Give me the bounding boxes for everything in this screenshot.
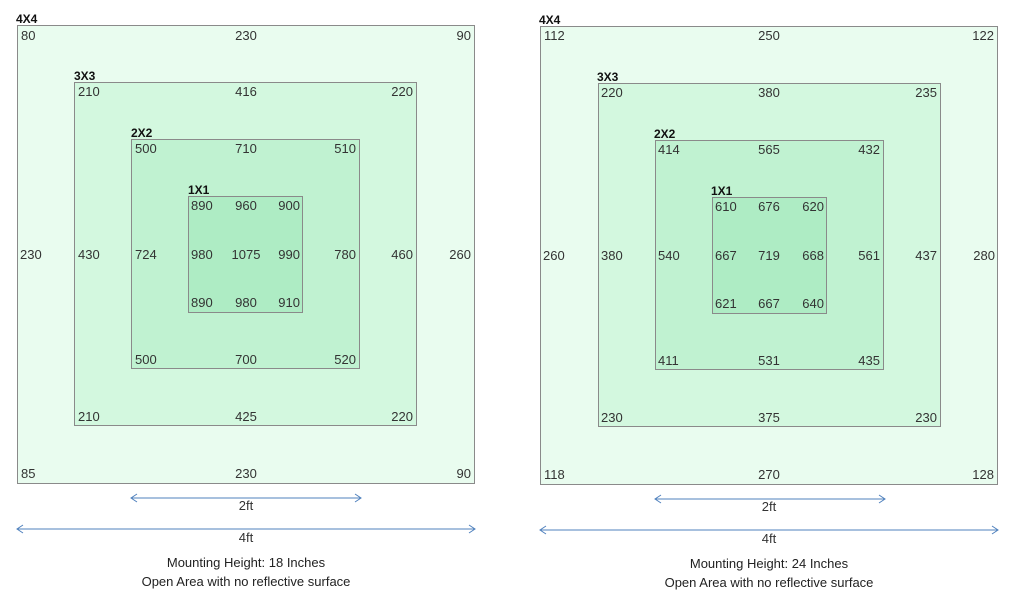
value-3x3-bottom-right: 220 bbox=[391, 409, 413, 424]
value-3x3-mid-right: 460 bbox=[391, 247, 413, 262]
value-3x3-bottom-center: 425 bbox=[235, 409, 257, 424]
value-1x1-bottom-right: 910 bbox=[278, 295, 300, 310]
value-3x3-top-center: 416 bbox=[235, 84, 257, 99]
dimension-arrow-4ft bbox=[539, 525, 999, 535]
value-2x2-top-right: 510 bbox=[334, 141, 356, 156]
square-4x4-label: 4X4 bbox=[16, 12, 38, 26]
value-1x1-bottom-center: 980 bbox=[235, 295, 257, 310]
value-2x2-bottom-center: 700 bbox=[235, 352, 257, 367]
left-panel: 4X4 3X3 2X2 1X1 80 230 90 230 260 85 230… bbox=[0, 0, 500, 601]
value-3x3-bottom-center: 375 bbox=[758, 410, 780, 425]
value-4x4-mid-left: 230 bbox=[20, 247, 42, 262]
value-3x3-bottom-right: 230 bbox=[915, 410, 937, 425]
value-1x1-bottom-center: 667 bbox=[758, 296, 780, 311]
value-2x2-top-left: 500 bbox=[135, 141, 157, 156]
value-1x1-mid-center: 719 bbox=[758, 248, 780, 263]
value-2x2-bottom-right: 435 bbox=[858, 353, 880, 368]
square-1x1 bbox=[188, 196, 303, 313]
value-4x4-bottom-right: 90 bbox=[456, 466, 471, 481]
value-2x2-top-right: 432 bbox=[858, 142, 880, 157]
value-2x2-bottom-left: 500 bbox=[135, 352, 157, 367]
value-4x4-mid-left: 260 bbox=[543, 248, 565, 263]
square-1x1-label: 1X1 bbox=[188, 183, 210, 197]
caption-open-area: Open Area with no reflective surface bbox=[664, 575, 874, 590]
value-1x1-top-right: 620 bbox=[802, 199, 824, 214]
value-2x2-bottom-center: 531 bbox=[758, 353, 780, 368]
value-4x4-bottom-center: 230 bbox=[235, 466, 257, 481]
value-2x2-bottom-left: 411 bbox=[658, 353, 679, 368]
value-4x4-bottom-center: 270 bbox=[758, 467, 780, 482]
value-1x1-top-left: 890 bbox=[191, 198, 213, 213]
value-1x1-top-center: 676 bbox=[758, 199, 780, 214]
value-1x1-mid-right: 990 bbox=[278, 247, 300, 262]
value-3x3-mid-left: 380 bbox=[601, 248, 623, 263]
value-3x3-mid-left: 430 bbox=[78, 247, 100, 262]
dimension-arrow-2ft bbox=[130, 493, 362, 503]
value-3x3-top-right: 220 bbox=[391, 84, 413, 99]
dimension-arrow-2ft bbox=[654, 494, 886, 504]
dimension-label-2ft: 2ft bbox=[761, 499, 777, 514]
value-4x4-top-center: 250 bbox=[758, 28, 780, 43]
value-1x1-top-right: 900 bbox=[278, 198, 300, 213]
value-4x4-mid-right: 260 bbox=[449, 247, 471, 262]
value-3x3-top-left: 210 bbox=[78, 84, 100, 99]
value-3x3-mid-right: 437 bbox=[915, 248, 937, 263]
value-4x4-top-center: 230 bbox=[235, 28, 257, 43]
value-2x2-top-center: 565 bbox=[758, 142, 780, 157]
value-3x3-bottom-left: 230 bbox=[601, 410, 623, 425]
value-3x3-bottom-left: 210 bbox=[78, 409, 100, 424]
caption-open-area: Open Area with no reflective surface bbox=[141, 574, 351, 589]
value-1x1-top-center: 960 bbox=[235, 198, 257, 213]
value-4x4-bottom-left: 118 bbox=[544, 467, 565, 482]
square-2x2-label: 2X2 bbox=[654, 127, 676, 141]
value-4x4-top-left: 80 bbox=[21, 28, 36, 43]
value-4x4-top-left: 112 bbox=[544, 28, 565, 43]
value-1x1-mid-center: 1075 bbox=[231, 247, 261, 262]
dimension-label-4ft: 4ft bbox=[761, 531, 777, 546]
value-3x3-top-right: 235 bbox=[915, 85, 937, 100]
value-2x2-mid-left: 724 bbox=[135, 247, 157, 262]
value-4x4-top-right: 122 bbox=[972, 28, 994, 43]
square-1x1 bbox=[712, 197, 827, 314]
value-2x2-mid-left: 540 bbox=[658, 248, 680, 263]
value-1x1-bottom-left: 890 bbox=[191, 295, 213, 310]
dimension-label-2ft: 2ft bbox=[238, 498, 254, 513]
value-2x2-mid-right: 561 bbox=[858, 248, 880, 263]
value-2x2-top-center: 710 bbox=[235, 141, 257, 156]
caption-mounting-height: Mounting Height: 18 Inches bbox=[166, 555, 326, 570]
value-1x1-mid-right: 668 bbox=[802, 248, 824, 263]
dimension-label-4ft: 4ft bbox=[238, 530, 254, 545]
square-2x2-label: 2X2 bbox=[131, 126, 153, 140]
square-3x3-label: 3X3 bbox=[74, 69, 96, 83]
value-2x2-top-left: 414 bbox=[658, 142, 680, 157]
right-panel: 4X4 3X3 2X2 1X1 112 250 122 260 280 118 … bbox=[522, 0, 1022, 601]
value-1x1-top-left: 610 bbox=[715, 199, 737, 214]
value-4x4-bottom-right: 128 bbox=[972, 467, 994, 482]
value-1x1-bottom-left: 621 bbox=[715, 296, 737, 311]
square-1x1-label: 1X1 bbox=[711, 184, 733, 198]
dimension-arrow-4ft bbox=[16, 524, 476, 534]
value-4x4-top-right: 90 bbox=[456, 28, 471, 43]
value-1x1-bottom-right: 640 bbox=[802, 296, 824, 311]
square-3x3-label: 3X3 bbox=[597, 70, 619, 84]
value-1x1-mid-left: 980 bbox=[191, 247, 213, 262]
caption-mounting-height: Mounting Height: 24 Inches bbox=[689, 556, 849, 571]
value-4x4-mid-right: 280 bbox=[973, 248, 995, 263]
square-4x4-label: 4X4 bbox=[539, 13, 561, 27]
value-3x3-top-left: 220 bbox=[601, 85, 623, 100]
value-2x2-mid-right: 780 bbox=[334, 247, 356, 262]
value-4x4-bottom-left: 85 bbox=[21, 466, 36, 481]
value-2x2-bottom-right: 520 bbox=[334, 352, 356, 367]
value-1x1-mid-left: 667 bbox=[715, 248, 737, 263]
value-3x3-top-center: 380 bbox=[758, 85, 780, 100]
